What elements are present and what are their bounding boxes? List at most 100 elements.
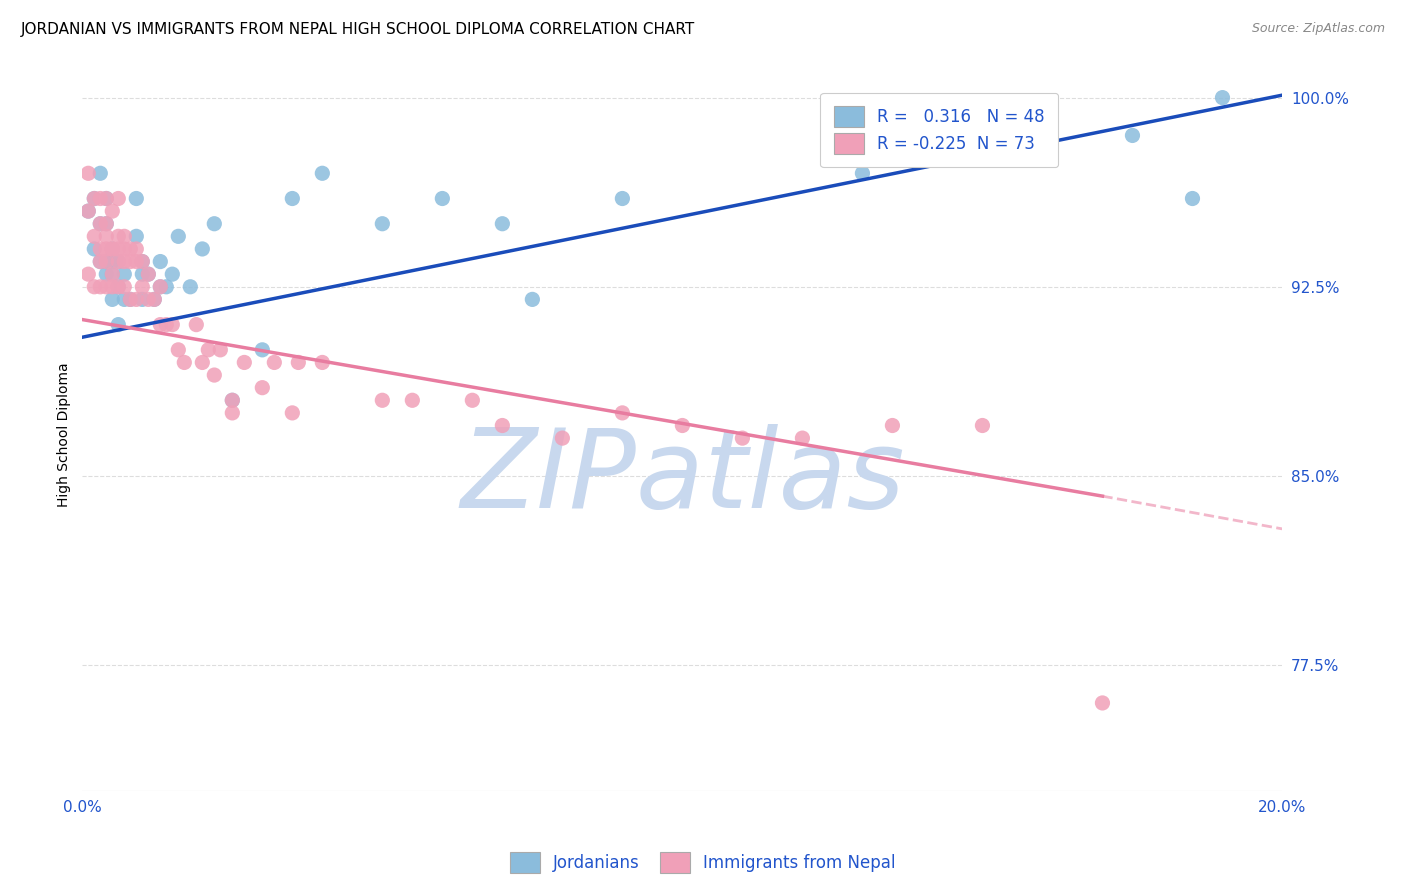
- Point: [112, 242, 135, 256]
- Point: [851, 166, 873, 180]
- Point: [107, 229, 129, 244]
- Point: [1181, 192, 1204, 206]
- Point: [149, 254, 172, 268]
- Point: [96, 229, 118, 244]
- Point: [311, 166, 333, 180]
- Point: [101, 254, 124, 268]
- Point: [125, 229, 148, 244]
- Point: [731, 431, 754, 445]
- Point: [491, 217, 513, 231]
- Point: [120, 293, 142, 307]
- Point: [77, 267, 100, 281]
- Point: [112, 254, 135, 268]
- Point: [101, 204, 124, 219]
- Point: [143, 293, 166, 307]
- Point: [972, 418, 994, 433]
- Point: [432, 192, 454, 206]
- Point: [371, 393, 394, 408]
- Point: [671, 418, 693, 433]
- Point: [77, 204, 100, 219]
- Point: [77, 204, 100, 219]
- Point: [191, 355, 214, 369]
- Point: [83, 242, 105, 256]
- Point: [120, 293, 142, 307]
- Point: [83, 192, 105, 206]
- Point: [112, 229, 135, 244]
- Y-axis label: High School Diploma: High School Diploma: [58, 362, 72, 507]
- Point: [131, 254, 153, 268]
- Point: [96, 254, 118, 268]
- Point: [131, 280, 153, 294]
- Point: [167, 229, 190, 244]
- Point: [136, 267, 159, 281]
- Point: [612, 406, 634, 420]
- Point: [107, 254, 129, 268]
- Point: [202, 368, 225, 382]
- Point: [401, 393, 423, 408]
- Point: [96, 242, 118, 256]
- Point: [107, 280, 129, 294]
- Point: [221, 406, 243, 420]
- Point: [89, 242, 111, 256]
- Point: [197, 343, 219, 357]
- Point: [96, 254, 118, 268]
- Point: [77, 166, 100, 180]
- Point: [551, 431, 574, 445]
- Point: [209, 343, 232, 357]
- Point: [89, 166, 111, 180]
- Point: [1091, 696, 1114, 710]
- Point: [89, 192, 111, 206]
- Point: [112, 293, 135, 307]
- Point: [101, 293, 124, 307]
- Point: [131, 293, 153, 307]
- Point: [112, 280, 135, 294]
- Point: [83, 229, 105, 244]
- Point: [149, 280, 172, 294]
- Point: [120, 254, 142, 268]
- Point: [125, 242, 148, 256]
- Point: [191, 242, 214, 256]
- Point: [101, 267, 124, 281]
- Point: [252, 343, 274, 357]
- Point: [202, 217, 225, 231]
- Point: [311, 355, 333, 369]
- Point: [263, 355, 285, 369]
- Point: [1121, 128, 1143, 143]
- Point: [96, 217, 118, 231]
- Point: [491, 418, 513, 433]
- Point: [101, 242, 124, 256]
- Point: [371, 217, 394, 231]
- Point: [125, 254, 148, 268]
- Text: ZIPatlas: ZIPatlas: [460, 424, 904, 531]
- Point: [107, 242, 129, 256]
- Point: [287, 355, 309, 369]
- Point: [89, 254, 111, 268]
- Point: [792, 431, 814, 445]
- Point: [112, 267, 135, 281]
- Point: [107, 318, 129, 332]
- Point: [120, 242, 142, 256]
- Point: [281, 192, 304, 206]
- Point: [612, 192, 634, 206]
- Point: [96, 267, 118, 281]
- Point: [186, 318, 208, 332]
- Point: [89, 217, 111, 231]
- Point: [143, 293, 166, 307]
- Point: [136, 293, 159, 307]
- Point: [107, 280, 129, 294]
- Point: [83, 192, 105, 206]
- Point: [233, 355, 256, 369]
- Point: [149, 280, 172, 294]
- Point: [89, 254, 111, 268]
- Point: [252, 381, 274, 395]
- Point: [96, 280, 118, 294]
- Point: [101, 242, 124, 256]
- Point: [155, 280, 177, 294]
- Point: [173, 355, 195, 369]
- Point: [125, 293, 148, 307]
- Point: [89, 217, 111, 231]
- Point: [96, 192, 118, 206]
- Point: [281, 406, 304, 420]
- Point: [162, 267, 184, 281]
- Point: [1211, 90, 1233, 104]
